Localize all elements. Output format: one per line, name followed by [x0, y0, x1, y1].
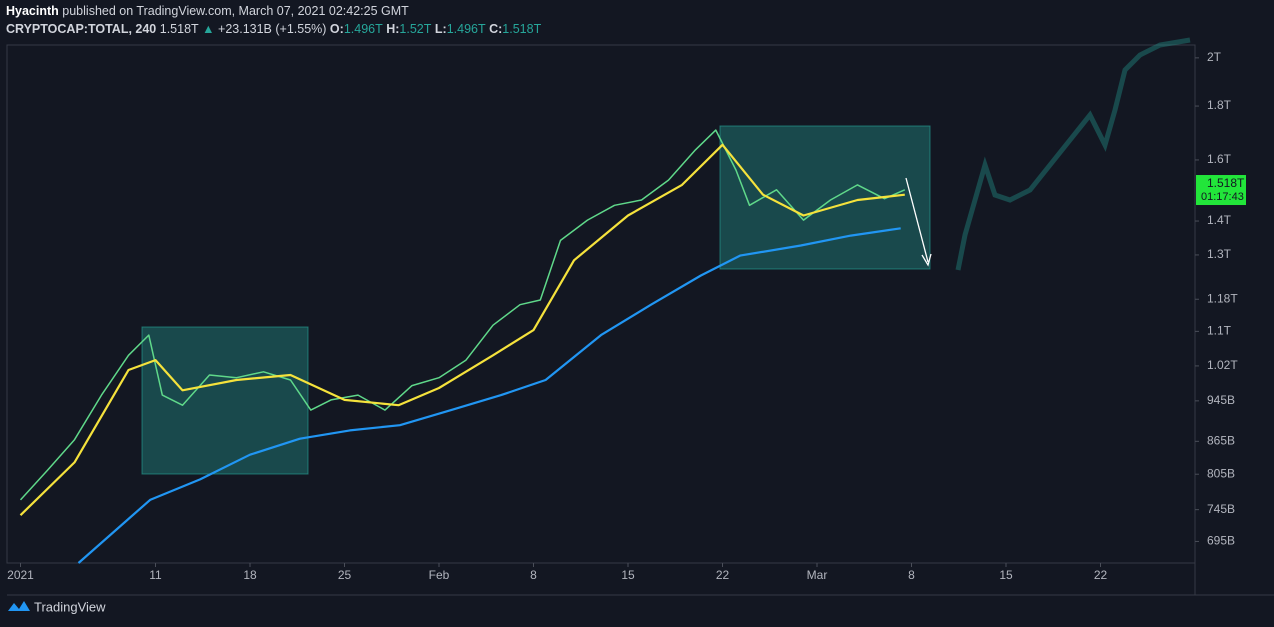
arrow: ▲ [202, 22, 214, 36]
range-box [719, 125, 931, 270]
y-tick-label: 865B [1207, 433, 1235, 447]
y-tick-label: 805B [1207, 466, 1235, 480]
x-tick-label: Mar [807, 568, 828, 582]
y-tick-label: 1.8T [1207, 98, 1232, 112]
l-val: 1.496T [447, 22, 486, 36]
logo-icon [8, 601, 30, 611]
change: +23.131B (+1.55%) [218, 22, 326, 36]
x-tick-label: 15 [999, 568, 1013, 582]
countdown: 01:17:43 [1201, 191, 1244, 203]
h-val: 1.52T [399, 22, 431, 36]
h-key: H: [386, 22, 399, 36]
range-box [141, 326, 309, 475]
o-key: O: [330, 22, 344, 36]
header-line: Hyacinth published on TradingView.com, M… [6, 4, 409, 18]
series-line [77, 227, 901, 564]
y-tick-label: 1.4T [1207, 213, 1232, 227]
y-tick-label: 695B [1207, 534, 1235, 548]
x-tick-label: 8 [908, 568, 915, 582]
x-tick-label: 25 [338, 568, 352, 582]
o-val: 1.496T [344, 22, 383, 36]
y-tick-label: 2T [1207, 50, 1222, 64]
symbol-line: CRYPTOCAP:TOTAL, 240 1.518T ▲ +23.131B (… [6, 22, 542, 36]
last: 1.518T [160, 22, 199, 36]
series-line [19, 143, 905, 516]
last-price-box [1196, 175, 1246, 206]
series-line [19, 129, 906, 501]
published: published on TradingView.com, March 07, … [62, 4, 409, 18]
y-tick-label: 1.1T [1207, 324, 1232, 338]
y-tick-label: 1.02T [1207, 358, 1238, 372]
x-tick-label: 22 [716, 568, 730, 582]
x-tick-label: 2021 [7, 568, 34, 582]
y-tick-label: 945B [1207, 393, 1235, 407]
last-price-label: 1.518T [1207, 176, 1245, 190]
x-tick-label: 22 [1094, 568, 1108, 582]
y-tick-label: 1.18T [1207, 291, 1238, 305]
x-tick-label: 8 [530, 568, 537, 582]
x-tick-label: Feb [429, 568, 450, 582]
author: Hyacinth [6, 4, 59, 18]
x-tick-label: 18 [243, 568, 257, 582]
y-tick-label: 745B [1207, 502, 1235, 516]
projection-ghost [955, 37, 1191, 271]
x-tick-label: 15 [621, 568, 635, 582]
c-key: C: [489, 22, 502, 36]
symbol: CRYPTOCAP:TOTAL, 240 [6, 22, 156, 36]
y-tick-label: 1.3T [1207, 247, 1232, 261]
y-tick-label: 1.6T [1207, 152, 1232, 166]
x-tick-label: 11 [149, 568, 162, 582]
c-val: 1.518T [502, 22, 541, 36]
arrow [905, 177, 929, 263]
arrow-head [921, 253, 932, 267]
l-key: L: [435, 22, 447, 36]
brand: TradingView [34, 599, 106, 614]
